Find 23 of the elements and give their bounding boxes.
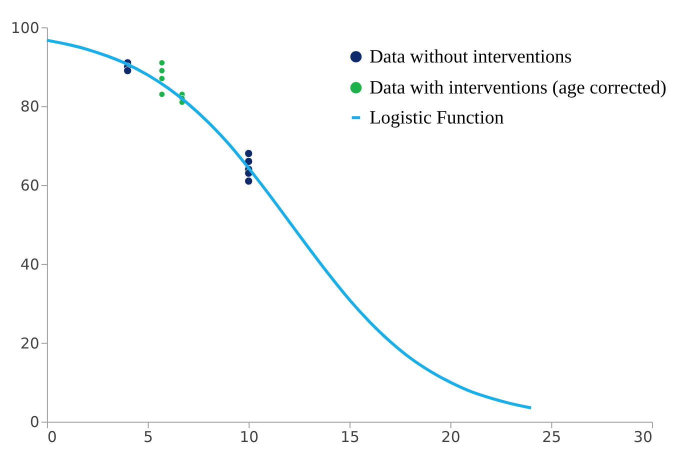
point (244, 177, 253, 186)
y-tick-label: 0 (30, 413, 40, 432)
legend-label: Logistic Function (369, 108, 504, 129)
y-tick-label: 80 (20, 98, 40, 116)
point (158, 75, 166, 82)
point (158, 91, 166, 98)
x-tick-label: 0 (47, 428, 57, 446)
point (158, 67, 166, 74)
legend-label: Data with interventions (age corrected) (369, 78, 667, 99)
legend-label: Data without interventions (369, 46, 572, 68)
y-tick-label: 20 (20, 334, 40, 352)
y-tick-label: 40 (20, 255, 40, 274)
point (158, 60, 166, 66)
x-tick-label: 30 (633, 428, 653, 446)
y-tick-label: 60 (20, 176, 40, 195)
point (123, 66, 132, 75)
x-tick-label: 25 (542, 428, 562, 446)
x-tick-label: 10 (240, 428, 259, 446)
x-tick-label: 5 (144, 428, 154, 446)
point (244, 149, 253, 158)
x-tick-label: 15 (340, 428, 360, 446)
y-tick-label: 100 (10, 18, 40, 37)
x-tick-label: 20 (441, 428, 460, 446)
